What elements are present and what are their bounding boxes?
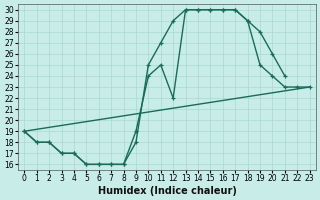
X-axis label: Humidex (Indice chaleur): Humidex (Indice chaleur) bbox=[98, 186, 236, 196]
